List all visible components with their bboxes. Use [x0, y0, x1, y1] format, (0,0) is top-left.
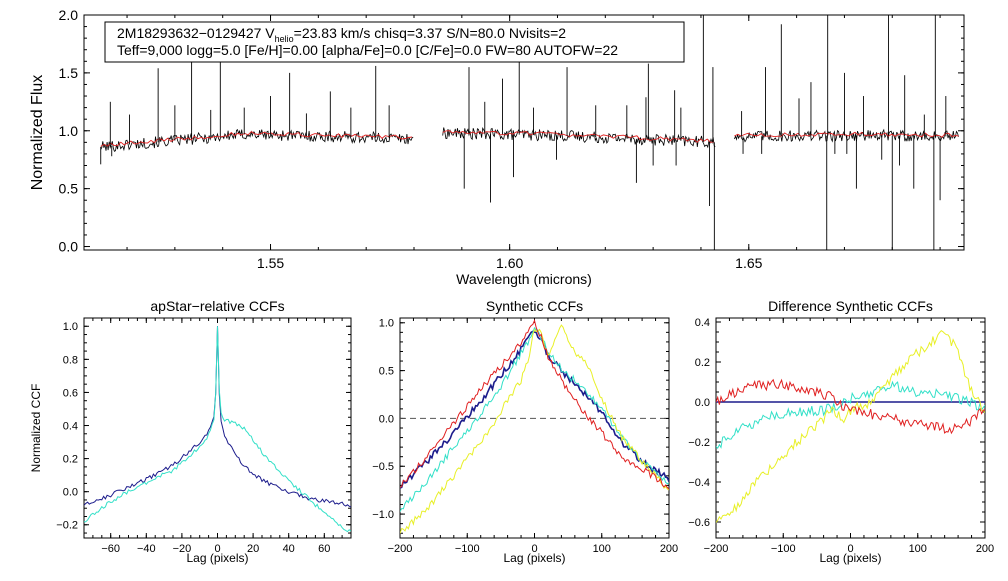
y-tick-label: 0.4 — [63, 420, 78, 432]
x-tick-label: 20 — [247, 543, 259, 555]
plot-area — [400, 318, 669, 534]
ccf-line-visit-3 — [716, 378, 985, 435]
model-spectrum-chip-2 — [442, 130, 714, 143]
apstar_ccf-panel: −60 −40 −20 0 20 40 60 −0.2 0.0 0.2 0.4 0.6 0.8 1.0 La… — [29, 298, 352, 565]
x-axis-label: Wavelength (microns) — [456, 271, 592, 287]
spectrum-panel: 1.55 1.60 1.65 0.0 0.5 1.0 1.5 2.0 Wavelength (m… — [29, 7, 965, 287]
y-tick-label: −0.2 — [56, 520, 78, 532]
x-tick-label: 0 — [847, 543, 853, 555]
y-tick-label: 0.6 — [63, 387, 78, 399]
y-tick-label: 1.0 — [379, 318, 394, 330]
ccf-line-combined — [400, 330, 669, 489]
x-tick-label: 40 — [283, 543, 295, 555]
y-axis-label: Normalized CCF — [29, 384, 43, 473]
x-tick-label: 0 — [214, 543, 220, 555]
y-tick-label: 1.0 — [63, 321, 78, 333]
plot-area — [716, 330, 985, 523]
y-tick-label: −0.4 — [688, 477, 710, 489]
x-tick-label: −100 — [771, 543, 796, 555]
x-tick-label: 100 — [909, 543, 927, 555]
x-tick-label: 200 — [976, 543, 994, 555]
y-tick-label: 0.0 — [379, 413, 394, 425]
x-tick-label: −20 — [173, 543, 192, 555]
annotation-star-id: 2M18293632−0129427 V — [117, 25, 275, 41]
ccf-line-visit-1 — [716, 380, 985, 450]
y-tick-label: 0.0 — [63, 487, 78, 499]
plot-frame — [399, 317, 670, 539]
chart-title: apStar−relative CCFs — [150, 298, 284, 314]
x-tick-label: 1.60 — [496, 255, 523, 271]
ccf-line-visit-2 — [716, 330, 985, 523]
x-axis-label: Lag (pixels) — [503, 551, 565, 565]
chart-title: Synthetic CCFs — [486, 298, 583, 314]
x-tick-label: −200 — [388, 543, 413, 555]
y-tick-label: 2.0 — [59, 7, 79, 23]
y-axis-label: Normalized Flux — [29, 75, 46, 191]
model-spectrum-chip-1 — [100, 131, 413, 147]
x-tick-label: −60 — [101, 543, 120, 555]
model-spectrum-chip-3 — [734, 131, 959, 138]
y-tick-label: 0.8 — [63, 354, 78, 366]
star-parameters-box: 2M18293632−0129427 Vhelio=23.83 km/s chi… — [104, 21, 685, 63]
x-tick-label: −40 — [137, 543, 156, 555]
y-tick-label: 0.0 — [59, 239, 79, 255]
plot-area — [84, 326, 351, 533]
y-tick-label: 0.2 — [63, 454, 78, 466]
y-tick-label: 0.4 — [695, 317, 710, 329]
y-tick-label: 0.5 — [379, 366, 394, 378]
plot-frame — [83, 14, 965, 251]
x-tick-label: 100 — [593, 543, 611, 555]
ccf-line-visit-2 — [400, 324, 669, 534]
x-axis-label: Lag (pixels) — [819, 551, 881, 565]
plot-area — [100, 15, 959, 250]
y-tick-label: 1.5 — [59, 65, 79, 81]
y-tick-label: 1.0 — [59, 123, 79, 139]
annotation-subscript: helio — [275, 34, 294, 44]
plot-frame — [715, 317, 986, 539]
annotation-frame — [104, 21, 685, 63]
y-tick-label: −0.2 — [688, 437, 710, 449]
y-tick-label: 0.2 — [695, 357, 710, 369]
y-tick-label: 0.0 — [695, 397, 710, 409]
x-axis-label: Lag (pixels) — [186, 551, 248, 565]
ccf-line-visit-1 — [84, 326, 351, 508]
y-tick-label: 0.5 — [59, 181, 79, 197]
y-tick-label: −1.0 — [372, 509, 394, 521]
x-tick-label: −200 — [704, 543, 729, 555]
annotation-stats: =23.83 km/s chisq=3.37 S/N=80.0 Nvisits=… — [294, 25, 567, 41]
x-tick-label: 1.65 — [735, 255, 762, 271]
x-tick-label: 1.55 — [257, 255, 284, 271]
annotation-line-2: Teff=9,000 logg=5.0 [Fe/H]=0.00 [alpha/F… — [117, 42, 618, 58]
x-tick-label: −100 — [455, 543, 480, 555]
x-tick-label: 200 — [660, 543, 678, 555]
x-tick-label: 0 — [531, 543, 537, 555]
difference_ccf-panel: −200 −100 0 100 200 −0.6 −0.4 −0.2 0.0 0.2 0.4 Lag … — [688, 298, 994, 565]
ccf-line-visit-2 — [84, 326, 351, 533]
ccf-line-visit-3 — [400, 318, 669, 490]
synthetic_ccf-panel: −200 −100 0 100 200 −1.0 −0.5 0.0 0.5 1.0 Lag (pix… — [372, 298, 678, 565]
annotation-line-1: 2M18293632−0129427 Vhelio=23.83 km/s chi… — [117, 25, 566, 44]
x-tick-label: 60 — [318, 543, 330, 555]
chart-title: Difference Synthetic CCFs — [768, 298, 933, 314]
plot-frame — [83, 317, 352, 539]
y-tick-label: −0.6 — [688, 517, 710, 529]
observed-spectrum-chip-1 — [100, 129, 414, 152]
y-tick-label: −0.5 — [372, 461, 394, 473]
ccf-line-visit-1 — [400, 326, 669, 512]
